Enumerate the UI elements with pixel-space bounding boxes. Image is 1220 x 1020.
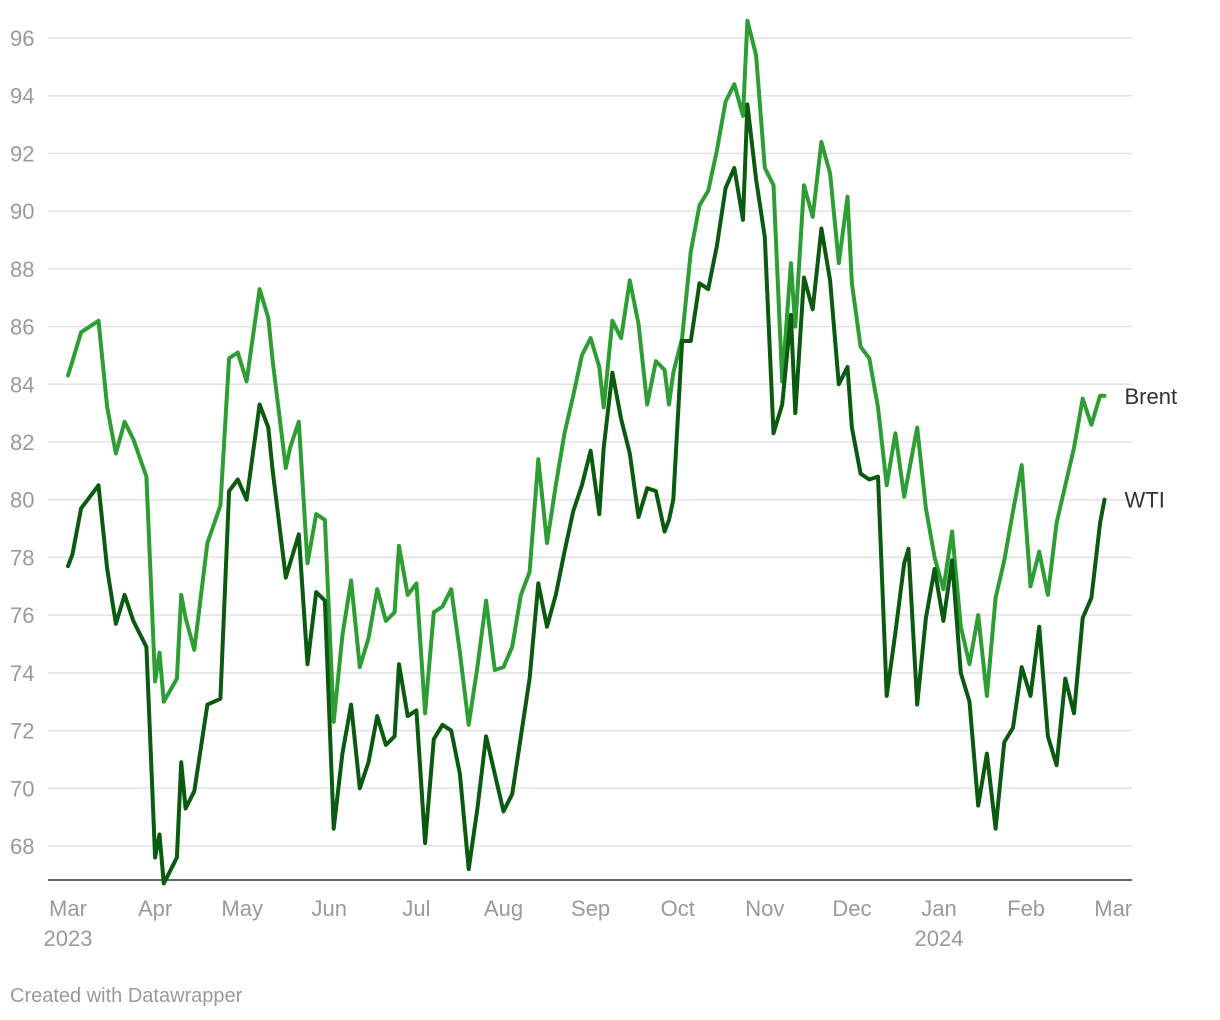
y-tick-label: 82 (10, 430, 34, 455)
series-label-brent: Brent (1124, 384, 1177, 409)
x-year-label: 2023 (44, 926, 93, 951)
x-tick-label: Jul (402, 896, 430, 921)
x-axis-ticks: Mar 2023 Apr May Jun Jul Aug Sep Oct Nov Dec Jan 202… (44, 896, 1133, 951)
series-labels: Brent WTI (1124, 384, 1177, 513)
y-tick-label: 96 (10, 26, 34, 51)
gridlines (48, 37, 1132, 847)
x-tick-label: Aug (484, 896, 523, 921)
series-line-brent (66, 18, 1107, 727)
y-tick-label: 86 (10, 315, 34, 340)
x-year-label: 2024 (915, 926, 964, 951)
y-tick-label: 94 (10, 84, 34, 109)
series-line-wti (66, 102, 1107, 886)
y-tick-label: 74 (10, 661, 34, 686)
y-tick-label: 88 (10, 257, 34, 282)
y-tick-label: 84 (10, 372, 34, 397)
x-tick-label: Nov (745, 896, 784, 921)
x-tick-label: Feb (1007, 896, 1045, 921)
x-tick-label: Jan (921, 896, 956, 921)
x-tick-label: Dec (832, 896, 871, 921)
y-tick-label: 92 (10, 141, 34, 166)
x-tick-label: Sep (571, 896, 610, 921)
series-lines (66, 18, 1107, 886)
x-tick-label: Mar (1094, 896, 1132, 921)
series-label-wti: WTI (1124, 488, 1164, 513)
y-tick-label: 68 (10, 834, 34, 859)
y-tick-label: 78 (10, 545, 34, 570)
y-axis-ticks: 68 70 72 74 76 78 80 82 84 86 88 90 92 94 96 (10, 26, 34, 859)
y-tick-label: 70 (10, 776, 34, 801)
y-tick-label: 76 (10, 603, 34, 628)
x-tick-label: Jun (312, 896, 347, 921)
x-tick-label: May (221, 896, 263, 921)
y-tick-label: 72 (10, 719, 34, 744)
x-tick-label: Oct (661, 896, 695, 921)
x-tick-label: Apr (138, 896, 172, 921)
datawrapper-credit: Created with Datawrapper (10, 985, 243, 1007)
y-tick-label: 80 (10, 488, 34, 513)
y-tick-label: 90 (10, 199, 34, 224)
x-tick-label: Mar (49, 896, 87, 921)
